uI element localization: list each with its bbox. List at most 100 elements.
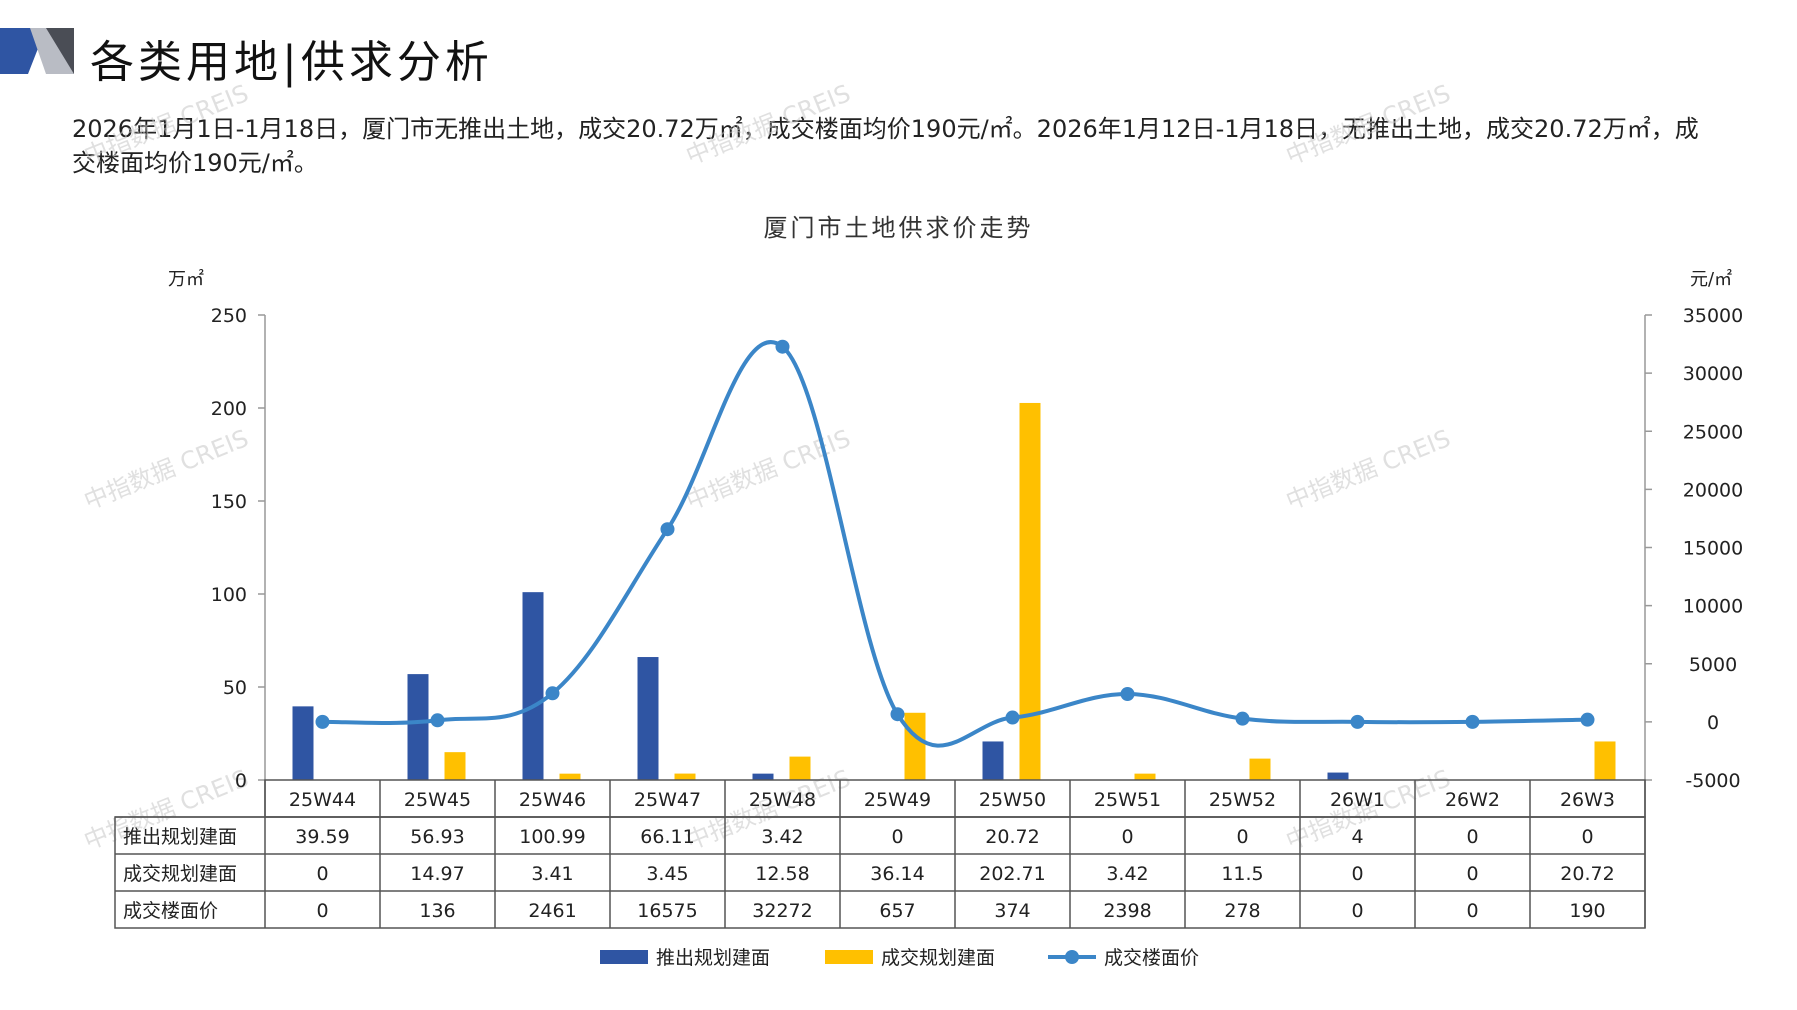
table-cell: 278 <box>1224 900 1260 922</box>
price-point <box>1465 714 1480 729</box>
y-right-tick-label: 10000 <box>1683 596 1743 618</box>
table-cell: 0 <box>316 863 328 885</box>
table-category-label: 25W47 <box>634 789 701 811</box>
table-cell: 0 <box>1236 826 1248 848</box>
table-category-label: 25W49 <box>864 789 931 811</box>
y-right-tick-label: -5000 <box>1685 770 1740 792</box>
y-left-tick-label: 150 <box>211 491 247 513</box>
bar-supply <box>522 592 544 780</box>
y-right-tick-label: 5000 <box>1689 654 1737 676</box>
y-left-tick-label: 250 <box>211 305 247 327</box>
table-category-label: 25W50 <box>979 789 1046 811</box>
table-cell: 0 <box>316 900 328 922</box>
bar-supply <box>407 674 429 780</box>
price-point <box>775 339 790 354</box>
chart-title: 厦门市土地供求价走势 <box>763 214 1034 242</box>
bar-transaction <box>789 756 811 780</box>
table-cell: 20.72 <box>985 826 1039 848</box>
table-cell: 3.41 <box>531 863 573 885</box>
table-cell: 0 <box>1121 826 1133 848</box>
table-cell: 36.14 <box>870 863 924 885</box>
table-cell: 12.58 <box>755 863 809 885</box>
table-cell: 0 <box>1466 900 1478 922</box>
legend-swatch-transaction <box>825 950 873 964</box>
y-left-tick-label: 50 <box>223 677 247 699</box>
table-category-label: 25W45 <box>404 789 471 811</box>
header: 各类用地|供求分析 <box>0 18 1797 88</box>
price-point <box>1350 714 1365 729</box>
table-category-label: 26W3 <box>1560 789 1615 811</box>
y-left-tick-label: 0 <box>235 770 247 792</box>
table-cell: 3.45 <box>646 863 688 885</box>
table-cell: 0 <box>1466 826 1478 848</box>
bar-transaction <box>674 773 696 780</box>
y-right-tick-label: 0 <box>1707 712 1719 734</box>
table-cell: 14.97 <box>410 863 464 885</box>
table-cell: 32272 <box>752 900 812 922</box>
y-right-tick-label: 20000 <box>1683 479 1743 501</box>
price-point <box>1120 686 1135 701</box>
price-point <box>545 686 560 701</box>
table-cell: 3.42 <box>1106 863 1148 885</box>
y-left-tick-label: 100 <box>211 584 247 606</box>
table-category-label: 25W51 <box>1094 789 1161 811</box>
bar-supply <box>292 706 314 780</box>
legend-swatch-supply <box>600 950 648 964</box>
legend-label-price: 成交楼面价 <box>1104 947 1199 969</box>
y-left-tick-label: 200 <box>211 398 247 420</box>
bar-transaction <box>444 752 466 780</box>
y-right-tick-label: 25000 <box>1683 421 1743 443</box>
table-cell: 136 <box>419 900 455 922</box>
page-title: 各类用地|供求分析 <box>90 37 493 88</box>
price-point <box>430 713 445 728</box>
table-cell: 20.72 <box>1560 863 1614 885</box>
y-right-tick-label: 15000 <box>1683 538 1743 560</box>
table-cell: 657 <box>879 900 915 922</box>
table-cell: 4 <box>1351 826 1363 848</box>
legend-label-supply: 推出规划建面 <box>656 947 770 969</box>
bar-transaction <box>1594 741 1616 780</box>
table-cell: 39.59 <box>295 826 349 848</box>
table-cell: 0 <box>891 826 903 848</box>
table-category-label: 25W52 <box>1209 789 1276 811</box>
bar-supply <box>1327 772 1349 780</box>
table-cell: 190 <box>1569 900 1605 922</box>
bar-transaction <box>1249 758 1271 780</box>
table-row-label: 推出规划建面 <box>123 826 237 848</box>
bar-supply <box>982 741 1004 780</box>
y-left-unit: 万㎡ <box>168 268 204 290</box>
table-cell: 0 <box>1351 900 1363 922</box>
table-category-label: 25W44 <box>289 789 356 811</box>
bar-transaction <box>1019 402 1041 780</box>
y-right-unit: 元/㎡ <box>1690 268 1732 290</box>
price-line <box>322 340 1588 748</box>
table-cell: 0 <box>1351 863 1363 885</box>
logo-mark <box>0 28 74 74</box>
table-category-label: 26W2 <box>1445 789 1500 811</box>
table-cell: 2461 <box>528 900 576 922</box>
bar-transaction <box>1134 773 1156 780</box>
table-cell: 16575 <box>637 900 697 922</box>
table-category-label: 26W1 <box>1330 789 1385 811</box>
price-point <box>1235 711 1250 726</box>
table-category-label: 25W46 <box>519 789 586 811</box>
table-row-label: 成交规划建面 <box>123 863 237 885</box>
table-row-label: 成交楼面价 <box>123 900 218 922</box>
table-cell: 374 <box>994 900 1030 922</box>
price-point <box>890 707 905 722</box>
table-cell: 3.42 <box>761 826 803 848</box>
price-point <box>1580 712 1595 727</box>
bar-transaction <box>559 773 581 780</box>
y-right-tick-label: 35000 <box>1683 305 1743 327</box>
legend-marker-price <box>1065 950 1079 964</box>
bar-transaction <box>904 712 926 780</box>
table-cell: 66.11 <box>640 826 694 848</box>
summary-text: 2026年1月1日-1月18日，厦门市无推出土地，成交20.72万㎡，成交楼面均… <box>72 115 1699 177</box>
legend-label-transaction: 成交规划建面 <box>881 947 995 969</box>
bar-supply <box>752 773 774 780</box>
bar-supply <box>637 657 659 780</box>
table-category-label: 25W48 <box>749 789 816 811</box>
table-cell: 11.5 <box>1221 863 1263 885</box>
price-point <box>315 714 330 729</box>
